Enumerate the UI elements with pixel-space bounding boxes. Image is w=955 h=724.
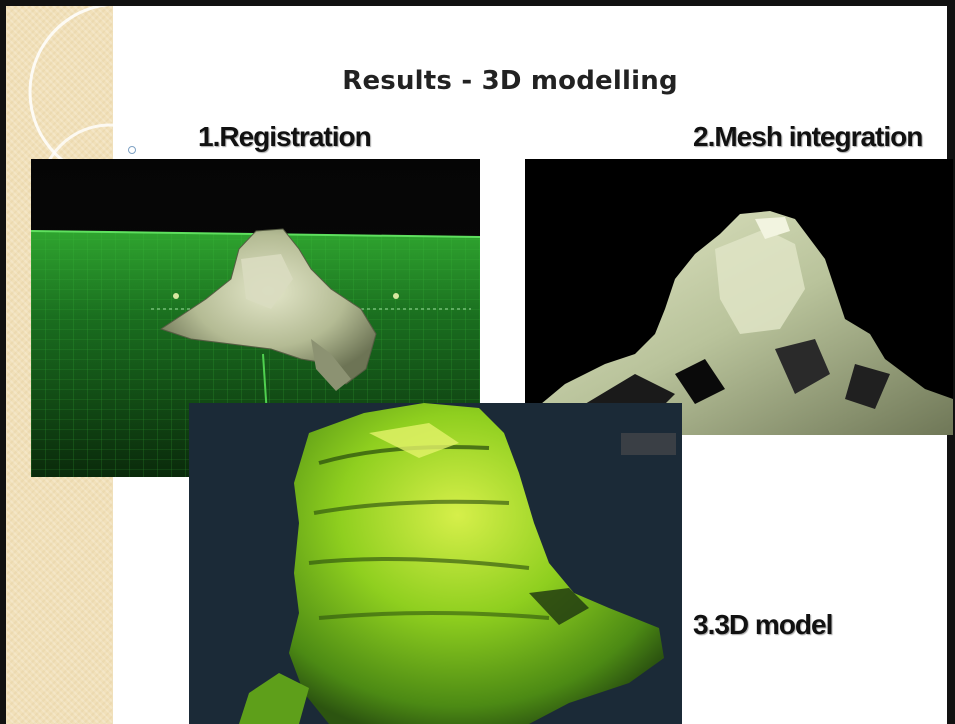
frame-top	[0, 0, 955, 6]
step-label-mesh-integration: 2.Mesh integration	[693, 121, 923, 152]
bullet-icon	[128, 146, 136, 154]
step-label-registration: 1.Registration	[198, 121, 372, 152]
3d-model-image	[189, 403, 682, 724]
step-label-3d-model: 3.3D model	[693, 609, 833, 640]
frame-left	[0, 0, 6, 724]
slide-title: Results - 3D modelling	[342, 66, 678, 96]
mesh-integration-image	[525, 159, 953, 435]
